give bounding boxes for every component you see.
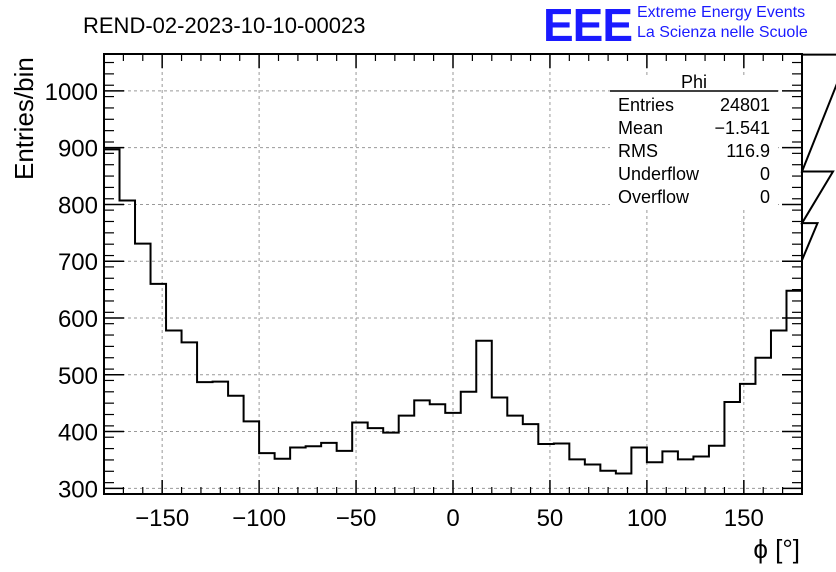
grid-lines <box>104 54 802 494</box>
y-axis-ticks <box>104 61 802 495</box>
x-tick-labels: −150 −100 −50 0 50 100 150 <box>135 505 764 532</box>
eee-logo-text: Extreme Energy Events La Scienza nelle S… <box>637 3 808 43</box>
y-tick-label: 900 <box>58 136 98 163</box>
x-axis-label: ϕ [°] <box>753 534 800 564</box>
x-tick-label: −150 <box>135 505 189 532</box>
x-tick-label: 100 <box>627 505 667 532</box>
x-tick-label: 0 <box>446 505 459 532</box>
y-tick-label: 400 <box>58 420 98 447</box>
stats-box-rows: Entries 24801 Mean −1.541 RMS 116.9 Underflow 0… <box>618 95 770 207</box>
plot-frame <box>103 53 803 495</box>
x-tick-label: −100 <box>232 505 286 532</box>
stats-value: 0 <box>760 164 770 184</box>
x-tick-label: 150 <box>724 505 764 532</box>
stats-box-title: Phi <box>681 72 707 92</box>
y-tick-label: 300 <box>58 476 98 503</box>
stats-label: Mean <box>618 118 663 138</box>
stats-value: 0 <box>760 187 770 207</box>
y-axis-label: Entries/bin <box>9 57 39 180</box>
stats-label: Overflow <box>618 187 690 207</box>
stats-value: 116.9 <box>726 141 770 161</box>
x-tick-label: 50 <box>537 505 564 532</box>
stats-value: 24801 <box>720 95 770 115</box>
logo-line-2: La Scienza nelle Scuole <box>637 24 808 41</box>
x-axis-ticks <box>122 54 784 494</box>
logo-line-1: Extreme Energy Events <box>637 4 806 21</box>
y-tick-label: 600 <box>58 306 98 333</box>
stats-label: Underflow <box>618 164 700 184</box>
y-tick-label: 800 <box>58 192 98 219</box>
y-tick-labels: 300 400 500 600 700 800 900 1000 <box>45 79 98 503</box>
stats-box: Phi Entries 24801 Mean −1.541 RMS 116.9 Underf… <box>610 72 778 208</box>
histogram-series <box>103 53 836 494</box>
y-tick-label: 500 <box>58 363 98 390</box>
chart-title: REND-02-2023-10-10-00023 <box>83 13 366 38</box>
eee-logo: EEE <box>543 0 633 51</box>
y-tick-label: 700 <box>58 249 98 276</box>
stats-value: −1.541 <box>714 118 770 138</box>
y-tick-label: 1000 <box>45 79 98 106</box>
stats-label: RMS <box>618 141 658 161</box>
stats-label: Entries <box>618 95 674 115</box>
x-tick-label: −50 <box>336 505 377 532</box>
